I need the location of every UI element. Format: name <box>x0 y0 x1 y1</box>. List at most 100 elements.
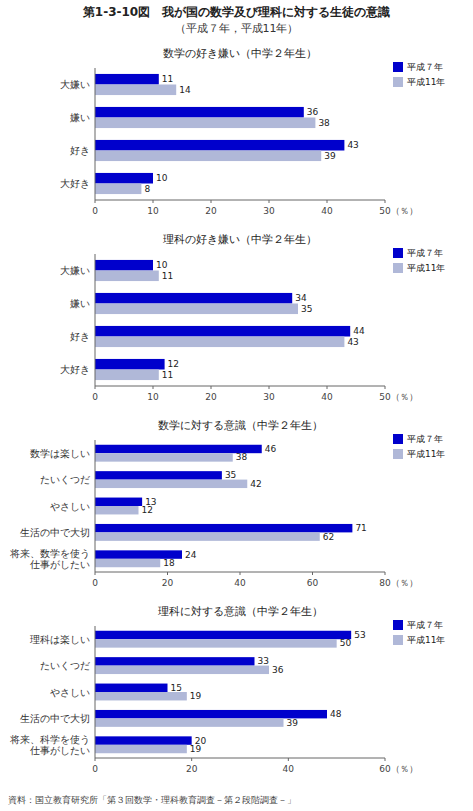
x-tick-label: 40 <box>321 206 333 216</box>
category-label: 大嫌い <box>60 79 90 90</box>
x-tick-label: 40 <box>283 764 295 774</box>
data-label: 19 <box>190 744 202 754</box>
x-tick-label: 30 <box>263 392 275 402</box>
bar <box>95 304 298 315</box>
x-tick-label: 30 <box>263 206 275 216</box>
category-label: やさしい <box>50 501 90 512</box>
title: 第1-3-10図 我が国の数学及び理科に対する生徒の意識 <box>82 5 390 19</box>
data-label: 34 <box>295 293 307 303</box>
y-axis <box>95 440 96 572</box>
category-label-line: たいくつだ <box>40 474 90 485</box>
data-label: 12 <box>168 359 179 369</box>
x-axis-label: （％） <box>391 206 418 216</box>
legend-swatch <box>393 77 403 87</box>
bar <box>95 293 292 304</box>
bar <box>95 524 352 532</box>
bar <box>95 85 176 96</box>
x-tick-label: 20 <box>205 206 217 216</box>
bar <box>95 326 350 337</box>
bar <box>95 151 321 162</box>
bar <box>95 271 159 282</box>
x-tick <box>327 386 328 389</box>
legend-label: 平成７年 <box>407 620 443 630</box>
x-tick <box>327 200 328 203</box>
legend: 平成７年平成11年 <box>393 62 445 87</box>
bar <box>95 471 222 479</box>
data-label: 35 <box>301 304 312 314</box>
bar <box>95 74 159 85</box>
x-tick-label: 20 <box>162 578 174 588</box>
bar <box>95 118 315 129</box>
panel: 数学に対する意識（中学２年生）46351371243842126218数学は楽し… <box>9 419 445 588</box>
x-tick <box>385 200 386 203</box>
x-tick <box>191 758 192 761</box>
bars <box>95 445 352 567</box>
legend-swatch <box>393 62 403 72</box>
data-label: 33 <box>258 656 269 666</box>
bar <box>95 718 284 726</box>
bar <box>95 631 351 639</box>
legend-label: 平成７年 <box>407 248 443 258</box>
data-label: 50 <box>340 638 352 648</box>
category-label: たいくつだ <box>40 474 90 485</box>
bar <box>95 657 255 665</box>
x-tick <box>153 200 154 203</box>
bars <box>95 260 350 380</box>
x-tick <box>95 200 96 203</box>
x-tick-label: 20 <box>186 764 198 774</box>
bar <box>95 736 192 744</box>
data-label: 36 <box>272 665 284 675</box>
data-label: 14 <box>179 85 191 95</box>
legend-label: 平成11年 <box>407 635 445 645</box>
bar <box>95 506 139 514</box>
x-tick-label: 50 <box>379 206 391 216</box>
data-label: 44 <box>353 326 365 336</box>
data-label: 11 <box>162 74 173 84</box>
legend: 平成７年平成11年 <box>393 620 445 645</box>
data-label: 19 <box>190 691 202 701</box>
category-label: たいくつだ <box>40 660 90 671</box>
data-labels: 53331548205036193919 <box>171 630 366 754</box>
category-label-line: 好き <box>70 145 90 156</box>
category-label-line: 嫌い <box>70 112 90 123</box>
x-tick <box>269 386 270 389</box>
category-label-line: 生活の中で大切 <box>20 713 90 724</box>
x-tick-label: 0 <box>92 392 98 402</box>
category-label: 嫌い <box>70 298 90 309</box>
x-tick <box>288 758 289 761</box>
x-axis-label: （％） <box>391 578 418 588</box>
panel-title: 理科の好き嫌い（中学２年生） <box>163 233 317 246</box>
bars <box>95 74 344 194</box>
category-label-line: 大嫌い <box>60 79 90 90</box>
subtitle: （平成７年，平成11年） <box>175 22 299 35</box>
category-label: 大好き <box>60 178 90 189</box>
y-axis <box>95 626 96 758</box>
bar <box>95 639 337 647</box>
x-tick <box>211 200 212 203</box>
data-labels: 1034441211354311 <box>156 260 365 380</box>
category-label-line: 大好き <box>60 178 90 189</box>
category-label: 大好き <box>60 364 90 375</box>
legend-swatch <box>393 434 403 444</box>
category-label: 嫌い <box>70 112 90 123</box>
legend-swatch <box>393 635 403 645</box>
x-tick <box>211 386 212 389</box>
bar <box>95 140 344 151</box>
bars <box>95 631 351 753</box>
category-label-line: 好き <box>70 331 90 342</box>
data-labels: 113643101438398 <box>144 74 358 194</box>
x-tick <box>385 758 386 761</box>
bar <box>95 184 141 195</box>
category-label: 好き <box>70 331 90 342</box>
category-label-line: 仕事がしたい <box>30 745 90 756</box>
x-tick <box>240 572 241 575</box>
panel: 理科の好き嫌い（中学２年生）1034441211354311大嫌い嫌い好き大好き… <box>60 233 445 402</box>
category-label-line: やさしい <box>50 501 90 512</box>
chart-root: 第1-3-10図 我が国の数学及び理科に対する生徒の意識 （平成７年，平成11年）… <box>0 0 473 811</box>
bar <box>95 692 187 700</box>
legend-swatch <box>393 620 403 630</box>
data-label: 24 <box>185 550 197 560</box>
data-label: 15 <box>171 683 182 693</box>
category-label: 理科は楽しい <box>30 634 90 645</box>
x-tick-label: 0 <box>92 206 98 216</box>
